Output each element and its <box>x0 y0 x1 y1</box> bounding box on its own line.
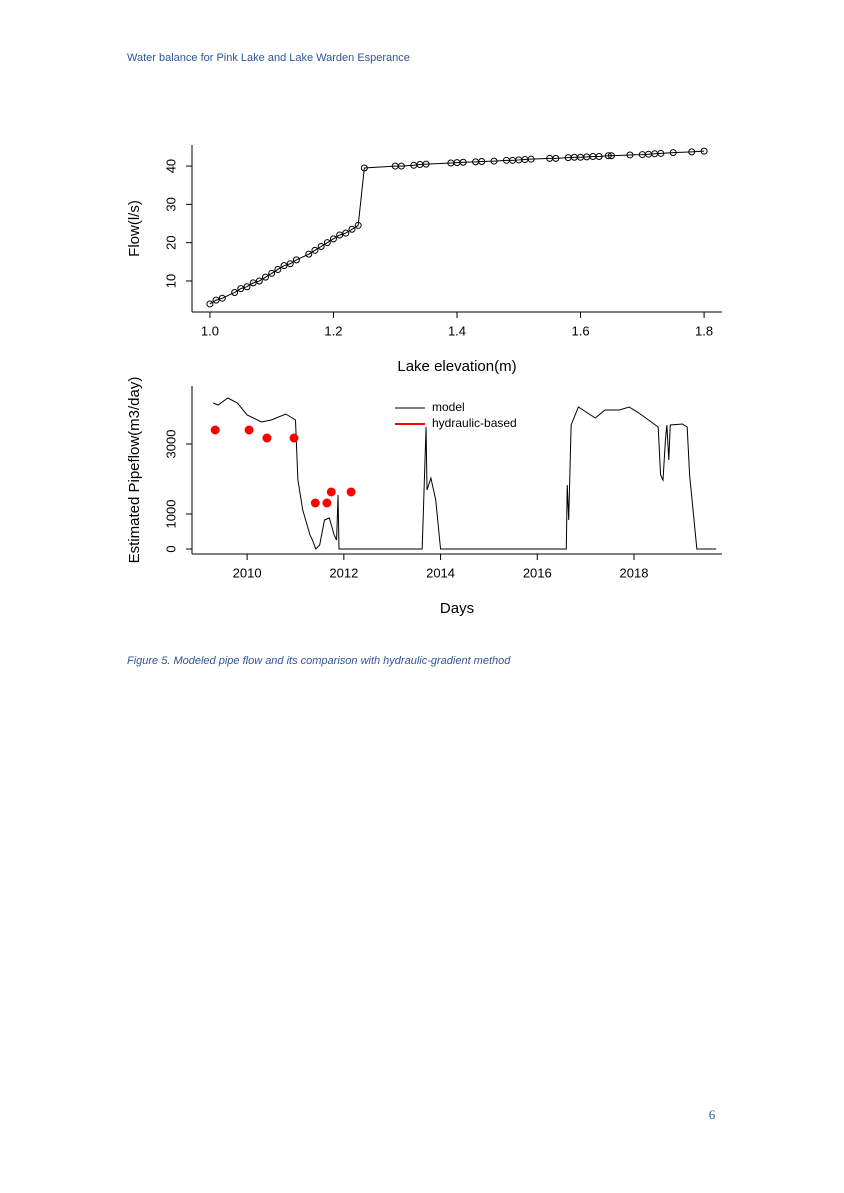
x-axis-title: Days <box>440 600 474 617</box>
data-point <box>322 498 332 508</box>
data-point <box>346 487 356 497</box>
data-point <box>262 273 270 281</box>
x-axis-title: Lake elevation(m) <box>397 358 516 375</box>
x-tick-label: 1.6 <box>572 323 590 338</box>
data-point <box>657 149 665 157</box>
data-point <box>244 425 254 435</box>
figure-caption: Figure 5. Modeled pipe flow and its comp… <box>127 655 511 667</box>
data-point <box>354 221 362 229</box>
data-point <box>552 154 560 162</box>
data-point <box>255 277 263 285</box>
data-point <box>292 256 300 264</box>
data-point <box>360 164 368 172</box>
data-point <box>268 269 276 277</box>
data-point <box>348 225 356 233</box>
data-point <box>210 425 220 435</box>
data-point <box>688 148 696 156</box>
data-point <box>262 433 272 443</box>
y-tick-label: 20 <box>163 235 178 249</box>
x-tick-label: 2016 <box>523 565 552 580</box>
data-point <box>397 162 405 170</box>
data-point <box>206 300 214 308</box>
legend-label: hydraulic-based <box>432 416 517 430</box>
x-tick-label: 1.2 <box>324 323 342 338</box>
data-point <box>326 487 336 497</box>
data-point <box>289 433 299 443</box>
y-axis-title: Flow(l/s) <box>126 200 143 257</box>
data-line <box>209 150 705 305</box>
data-point <box>286 260 294 268</box>
data-point <box>626 151 634 159</box>
legend-label: model <box>432 400 465 414</box>
x-tick-label: 1.4 <box>448 323 466 338</box>
x-tick-label: 2010 <box>233 565 262 580</box>
data-point <box>317 243 325 251</box>
data-point <box>323 239 331 247</box>
data-point <box>604 152 612 160</box>
data-point <box>459 158 467 166</box>
data-point <box>342 229 350 237</box>
data-point <box>249 279 257 287</box>
y-tick-label: 0 <box>163 545 178 552</box>
data-point <box>280 262 288 270</box>
data-point <box>422 160 430 168</box>
data-point <box>237 285 245 293</box>
running-header: Water balance for Pink Lake and Lake War… <box>127 52 410 64</box>
y-tick-label: 10 <box>163 274 178 288</box>
data-point <box>607 152 615 160</box>
y-tick-label: 1000 <box>163 500 178 529</box>
x-tick-label: 2014 <box>426 565 455 580</box>
data-point <box>218 294 226 302</box>
data-point <box>490 157 498 165</box>
x-tick-label: 2018 <box>620 565 649 580</box>
data-point <box>336 231 344 239</box>
x-tick-label: 1.0 <box>201 323 219 338</box>
data-point <box>700 147 708 155</box>
data-point <box>274 265 282 273</box>
data-point <box>669 149 677 157</box>
data-point <box>595 152 603 160</box>
data-point <box>329 235 337 243</box>
data-point <box>310 498 320 508</box>
x-tick-label: 1.8 <box>695 323 713 338</box>
y-axis-title: Estimated Pipeflow(m3/day) <box>126 377 143 564</box>
data-point <box>305 250 313 258</box>
data-point <box>243 283 251 291</box>
y-tick-label: 30 <box>163 197 178 211</box>
y-tick-label: 40 <box>163 159 178 173</box>
page-number: 6 <box>709 1107 716 1122</box>
y-tick-label: 3000 <box>163 430 178 459</box>
data-point <box>231 288 239 296</box>
x-tick-label: 2012 <box>329 565 358 580</box>
data-line <box>213 397 717 550</box>
data-point <box>311 246 319 254</box>
data-point <box>527 155 535 163</box>
data-point <box>212 296 220 304</box>
data-point <box>478 157 486 165</box>
